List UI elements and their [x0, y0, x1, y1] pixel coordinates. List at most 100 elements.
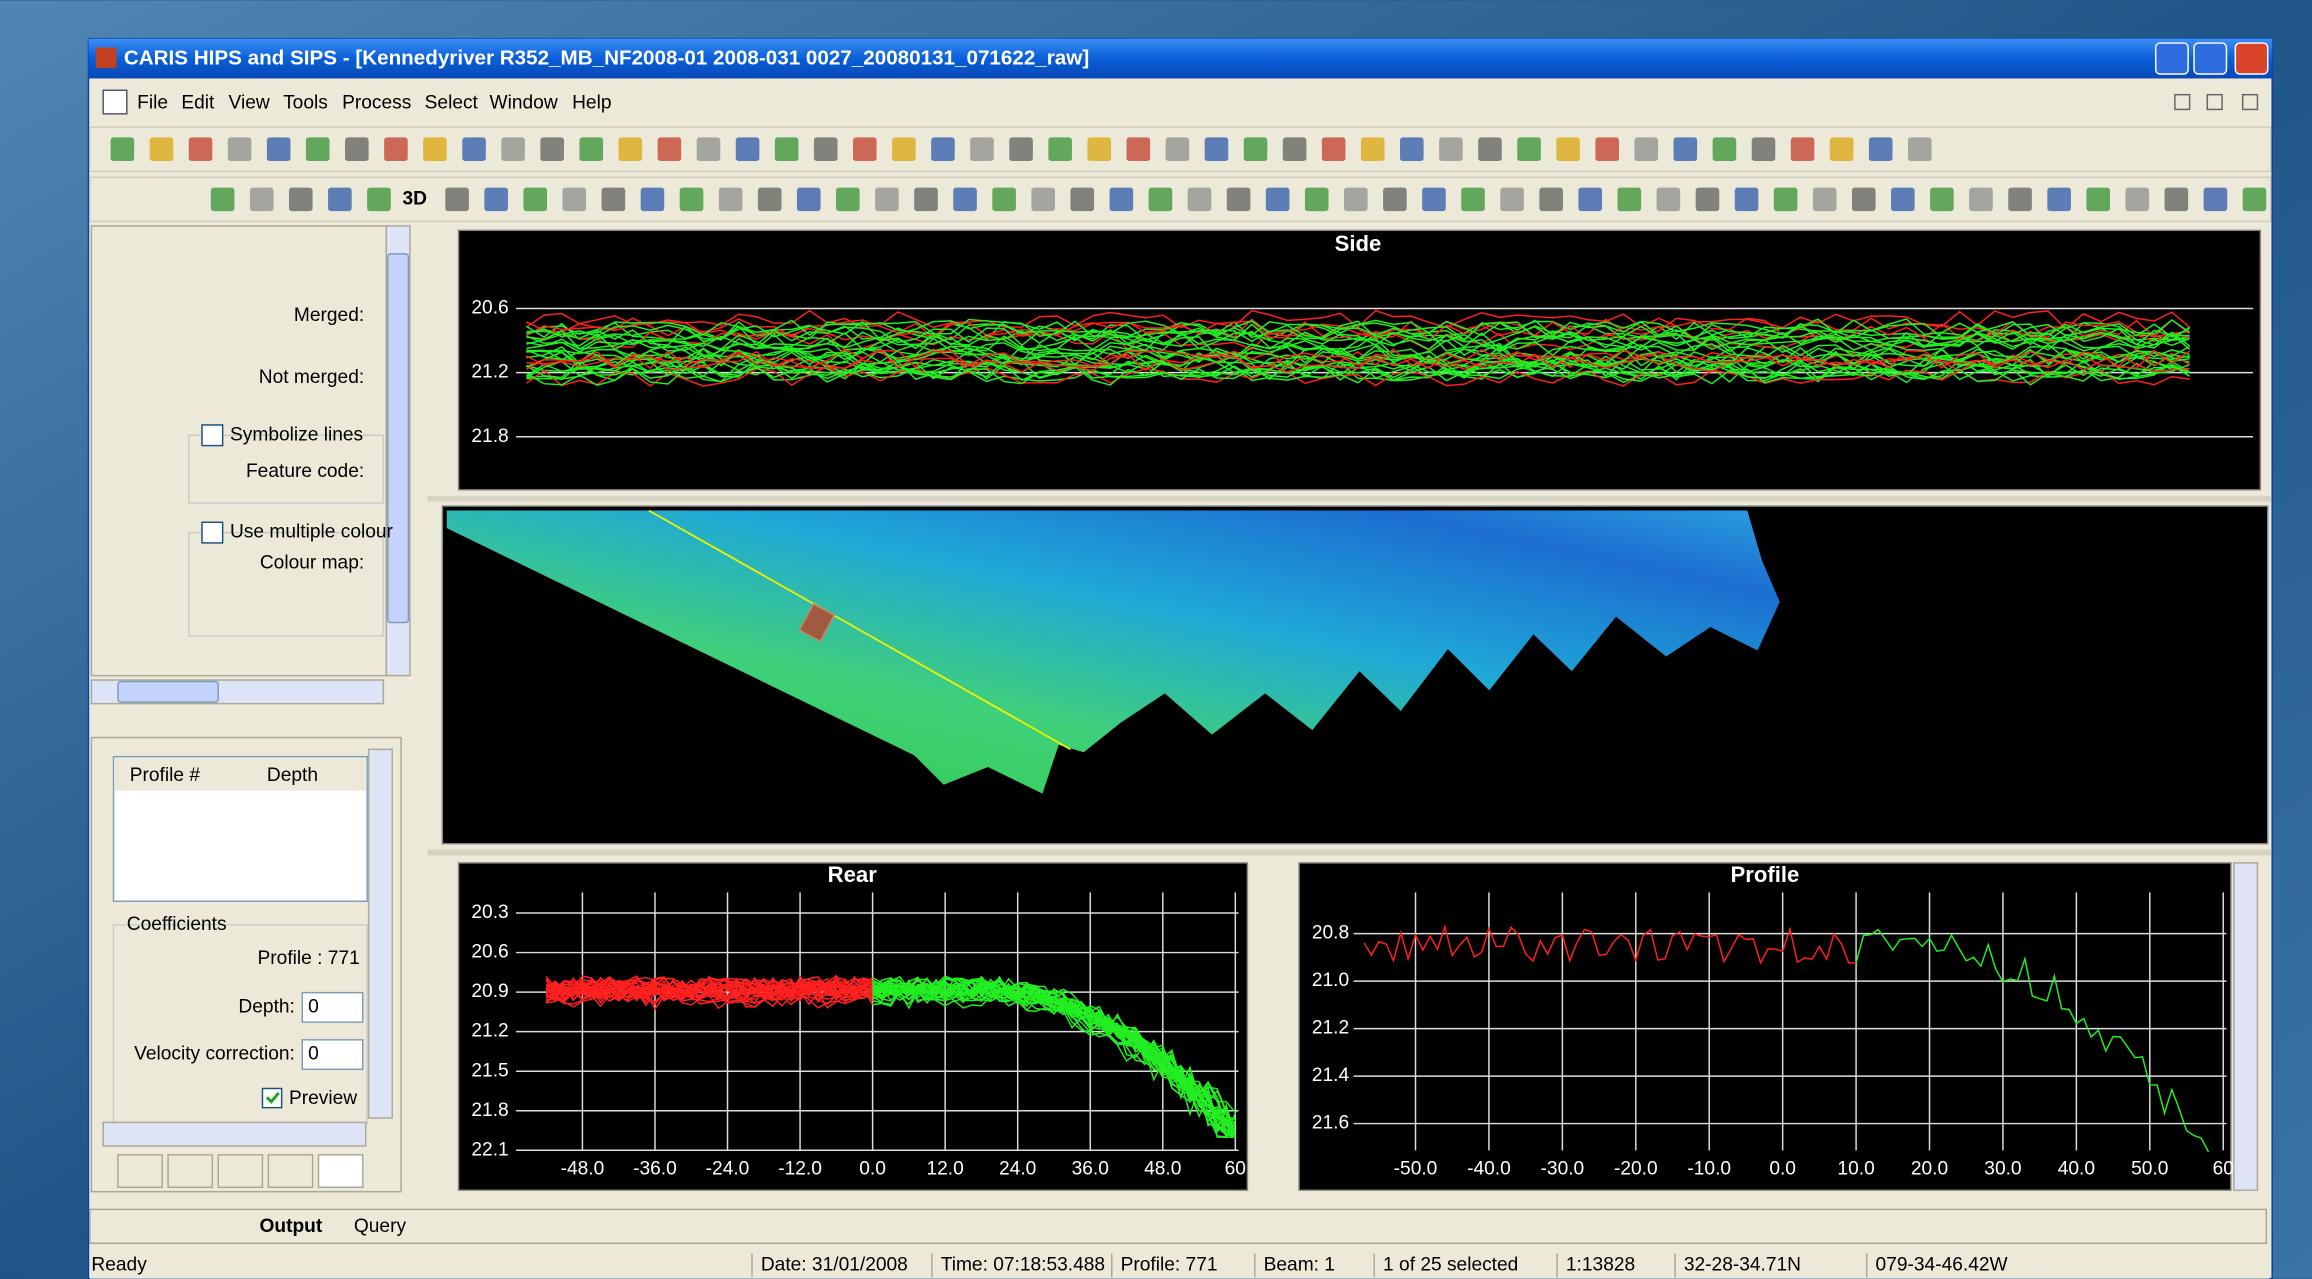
toolbar-button[interactable] [1227, 188, 1251, 212]
output-tab[interactable]: Output [260, 1216, 323, 1237]
toolbar-button[interactable] [931, 137, 955, 161]
toolbar-button[interactable] [423, 137, 447, 161]
toolbar-button[interactable] [2086, 188, 2110, 212]
toolbar-button[interactable] [1009, 137, 1033, 161]
menu-item[interactable]: View [229, 93, 270, 114]
toolbar-button[interactable] [1930, 188, 1954, 212]
toolbar-button[interactable] [1048, 137, 1072, 161]
panel-tab[interactable] [118, 1155, 162, 1187]
toolbar-button[interactable] [1539, 188, 1563, 212]
toolbar-button[interactable] [462, 137, 486, 161]
toolbar-button[interactable] [540, 137, 564, 161]
toolbar-button[interactable] [1461, 188, 1485, 212]
toolbar-button[interactable] [289, 188, 313, 212]
toolbar-button[interactable] [619, 137, 643, 161]
toolbar-button[interactable] [680, 188, 704, 212]
toolbar-button[interactable] [797, 188, 821, 212]
toolbar-button[interactable] [736, 137, 760, 161]
toolbar-button[interactable] [1813, 188, 1837, 212]
toolbar-button[interactable] [641, 188, 665, 212]
toolbar-button[interactable] [602, 188, 626, 212]
toolbar-button[interactable] [1266, 188, 1290, 212]
toolbar-button[interactable] [1578, 188, 1602, 212]
checkbox[interactable] [262, 1088, 281, 1107]
column-header[interactable]: Profile # [130, 765, 201, 786]
toolbar-button[interactable] [1791, 137, 1815, 161]
toolbar-button[interactable] [1361, 137, 1385, 161]
toolbar-button[interactable] [1439, 137, 1463, 161]
toolbar-button[interactable] [1657, 188, 1681, 212]
maximize-button[interactable] [2194, 43, 2226, 74]
toolbar-button[interactable] [345, 137, 369, 161]
toolbar-button[interactable] [1383, 188, 1407, 212]
toolbar-button[interactable] [2204, 188, 2228, 212]
menu-item[interactable]: Window [490, 93, 558, 114]
toolbar-button[interactable] [267, 137, 291, 161]
toolbar-button[interactable] [875, 188, 899, 212]
toolbar-button[interactable] [1149, 188, 1173, 212]
toolbar-button[interactable] [1752, 137, 1776, 161]
toolbar-button[interactable] [1110, 188, 1134, 212]
toolbar-button[interactable] [853, 137, 877, 161]
toolbar-button[interactable] [758, 188, 782, 212]
toolbar-button[interactable] [228, 137, 252, 161]
toolbar-button[interactable] [775, 137, 799, 161]
minimize-button[interactable] [2156, 43, 2188, 74]
menu-item[interactable]: Process [342, 93, 411, 114]
toolbar-button[interactable] [1166, 137, 1190, 161]
toolbar-button[interactable] [1908, 137, 1932, 161]
toolbar-button[interactable] [1674, 137, 1698, 161]
toolbar-button[interactable] [1517, 137, 1541, 161]
toolbar-button[interactable] [992, 188, 1016, 212]
toolbar-button[interactable] [1344, 188, 1368, 212]
toolbar-button[interactable] [1087, 137, 1111, 161]
toolbar-button[interactable] [523, 188, 547, 212]
toolbar-button[interactable] [2047, 188, 2071, 212]
toolbar-button[interactable] [892, 137, 916, 161]
menu-item[interactable]: Select [425, 93, 479, 114]
toolbar-button[interactable] [1852, 188, 1876, 212]
toolbar-button[interactable] [1696, 188, 1720, 212]
toolbar-button[interactable] [1830, 137, 1854, 161]
toolbar-button[interactable] [111, 137, 135, 161]
toolbar-button[interactable] [367, 188, 391, 212]
toolbar-button[interactable] [484, 188, 508, 212]
panel-tab[interactable] [268, 1155, 312, 1187]
toolbar-button[interactable] [1305, 188, 1329, 212]
toolbar-button[interactable] [150, 137, 174, 161]
toolbar-button[interactable] [1556, 137, 1580, 161]
toolbar-button[interactable] [1774, 188, 1798, 212]
toolbar-button[interactable] [1322, 137, 1346, 161]
panel-tab[interactable] [168, 1155, 212, 1187]
toolbar-button[interactable] [836, 188, 860, 212]
toolbar-button[interactable] [1618, 188, 1642, 212]
toolbar-button[interactable] [1070, 188, 1094, 212]
toolbar-button[interactable] [1244, 137, 1268, 161]
toolbar-button[interactable] [579, 137, 603, 161]
toolbar-button[interactable] [2243, 188, 2267, 212]
checkbox[interactable] [202, 522, 223, 543]
toolbar-button[interactable] [445, 188, 469, 212]
toolbar-button[interactable] [501, 137, 525, 161]
toolbar-button[interactable] [1400, 137, 1424, 161]
toolbar-button[interactable] [953, 188, 977, 212]
toolbar-button[interactable] [1422, 188, 1446, 212]
toolbar-button[interactable] [328, 188, 352, 212]
toolbar-button[interactable] [1595, 137, 1619, 161]
toolbar-button[interactable] [1735, 188, 1759, 212]
toolbar-button[interactable] [1634, 137, 1658, 161]
column-header[interactable]: Depth [267, 765, 318, 786]
toolbar-3d-button[interactable]: 3D [403, 188, 428, 209]
toolbar-button[interactable] [211, 188, 235, 212]
toolbar-button[interactable] [719, 188, 743, 212]
toolbar-button[interactable] [563, 188, 587, 212]
menu-item[interactable]: File [137, 93, 168, 114]
toolbar-button[interactable] [1891, 188, 1915, 212]
toolbar-button[interactable] [2165, 188, 2189, 212]
toolbar-button[interactable] [2125, 188, 2149, 212]
toolbar-button[interactable] [1205, 137, 1229, 161]
menu-item[interactable]: Tools [283, 93, 328, 114]
toolbar-button[interactable] [1500, 188, 1524, 212]
toolbar-button[interactable] [914, 188, 938, 212]
toolbar-button[interactable] [1478, 137, 1502, 161]
